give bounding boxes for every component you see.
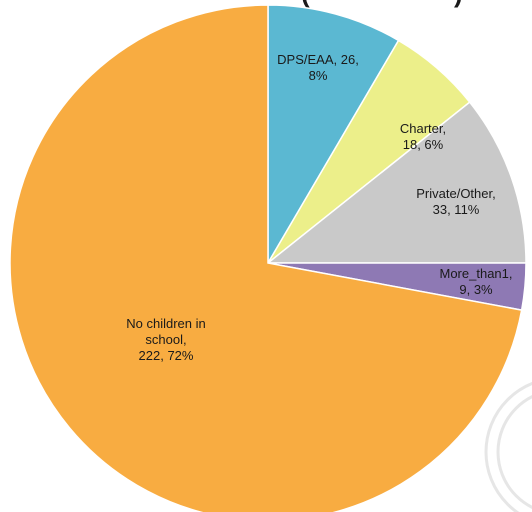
- pie-slice-dps-eaa: [267, 4, 400, 266]
- chart-title: ( ): [301, 0, 463, 8]
- chart-title-right: ): [454, 0, 463, 8]
- pie-slices: [9, 4, 527, 512]
- watermark-seal: [484, 381, 532, 512]
- pie-label-no-children-in-school: No children in school, 222, 72%: [126, 316, 206, 363]
- pie-slice-no-children-in-school: [9, 4, 523, 512]
- pie-slice-private-other: [265, 101, 527, 264]
- pie-label-dps-eaa: DPS/EAA, 26, 8%: [277, 52, 359, 83]
- chart-title-left: (: [301, 0, 310, 8]
- pie-label-more-than1: More_than1, 9, 3%: [440, 266, 513, 297]
- pie-label-charter: Charter, 18, 6%: [400, 121, 446, 152]
- pie-label-private-other: Private/Other, 33, 11%: [416, 186, 495, 217]
- pie-labels: DPS/EAA, 26, 8% Charter, 18, 6% Private/Othe…: [126, 52, 512, 363]
